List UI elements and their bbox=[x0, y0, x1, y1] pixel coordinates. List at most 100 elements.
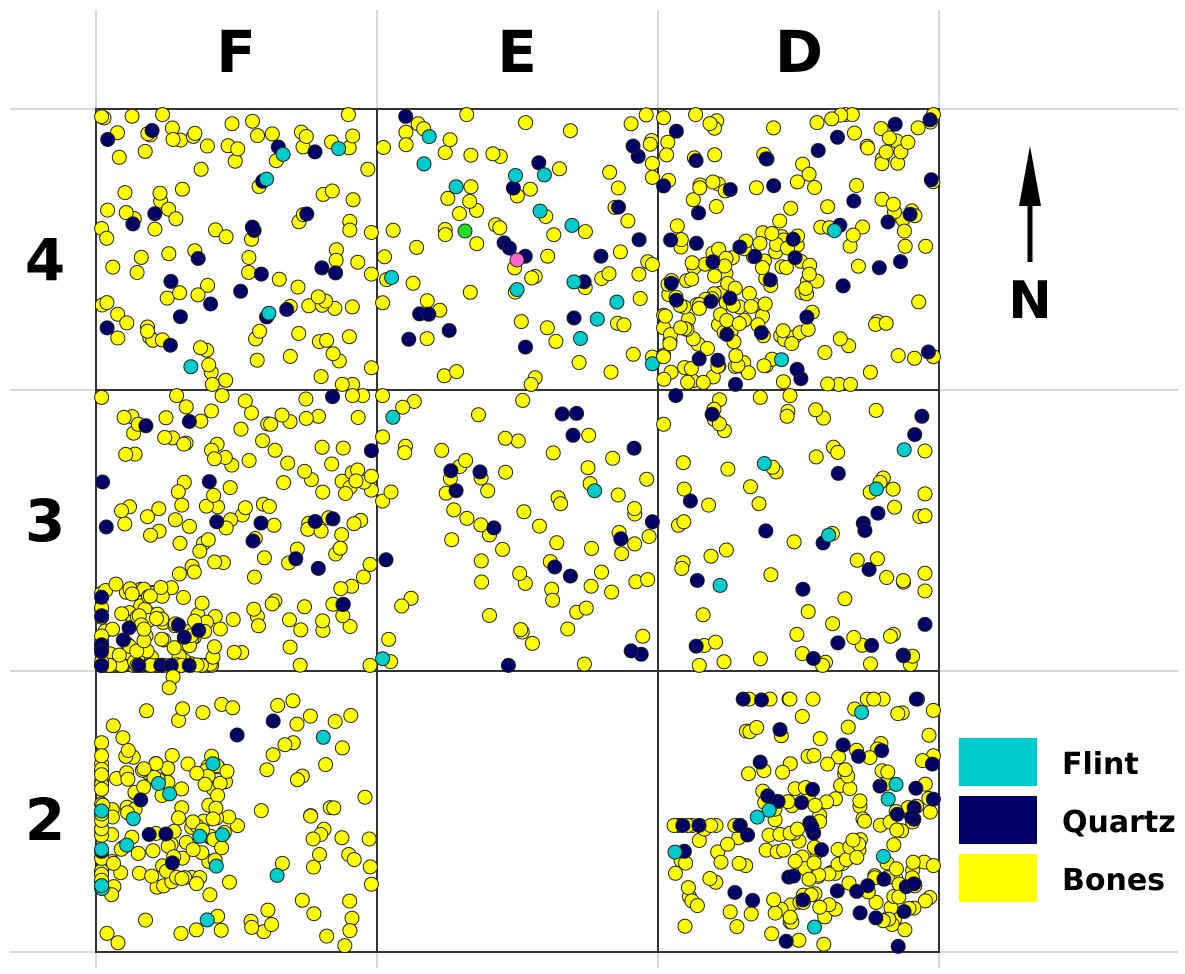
flint-find bbox=[214, 827, 230, 843]
flint-find bbox=[205, 756, 221, 772]
quartz-find bbox=[857, 523, 873, 538]
quartz-find bbox=[253, 266, 269, 282]
quartz-find bbox=[229, 727, 245, 743]
bone-find bbox=[776, 842, 792, 858]
bone-find bbox=[363, 468, 379, 484]
bone-find bbox=[462, 284, 478, 300]
bone-find bbox=[524, 635, 540, 651]
bone-find bbox=[324, 456, 340, 472]
quartz-find bbox=[799, 309, 815, 325]
quartz-find bbox=[94, 643, 110, 659]
bone-find bbox=[193, 161, 209, 177]
bone-find bbox=[440, 190, 456, 206]
bone-find bbox=[625, 346, 641, 362]
bone-find bbox=[512, 566, 528, 581]
bone-find bbox=[214, 840, 230, 856]
square-e2 bbox=[376, 670, 659, 953]
bone-find bbox=[174, 497, 190, 513]
bone-find bbox=[261, 499, 277, 514]
bone-find bbox=[673, 320, 689, 336]
bone-find bbox=[669, 218, 685, 234]
bone-find bbox=[105, 621, 120, 637]
bone-find bbox=[204, 376, 220, 392]
bone-find bbox=[395, 399, 411, 415]
bone-find bbox=[333, 581, 349, 597]
bone-find bbox=[847, 125, 862, 141]
quartz-find bbox=[814, 842, 829, 858]
bone-find bbox=[357, 789, 373, 805]
bone-find bbox=[691, 300, 707, 316]
bone-find bbox=[868, 894, 884, 910]
quartz-find bbox=[448, 483, 464, 499]
quartz-find bbox=[896, 904, 912, 920]
bone-find bbox=[708, 634, 724, 650]
bone-find bbox=[247, 569, 262, 585]
bone-find bbox=[342, 222, 358, 238]
bone-find bbox=[227, 153, 243, 169]
quartz-find bbox=[181, 657, 197, 673]
bone-find bbox=[869, 551, 885, 567]
excavation-squares bbox=[95, 108, 940, 953]
bone-find bbox=[139, 703, 155, 719]
bone-find bbox=[584, 540, 600, 556]
quartz-find bbox=[849, 883, 865, 899]
bone-find bbox=[385, 222, 401, 238]
bone-find bbox=[656, 110, 672, 126]
bone-find bbox=[225, 612, 241, 627]
bone-find bbox=[237, 393, 253, 409]
bone-find bbox=[631, 266, 647, 282]
quartz-find bbox=[719, 327, 735, 342]
bone-find bbox=[849, 552, 865, 568]
bone-find bbox=[889, 822, 905, 838]
bone-find bbox=[688, 107, 704, 123]
quartz-find bbox=[691, 351, 707, 367]
bone-find bbox=[303, 808, 319, 824]
bone-find bbox=[290, 772, 305, 788]
legend-label-quartz: Quartz bbox=[1062, 805, 1176, 840]
quartz-find bbox=[191, 622, 207, 638]
bone-find bbox=[820, 756, 836, 772]
bone-find bbox=[701, 497, 717, 513]
bone-find bbox=[784, 336, 800, 352]
bone-find bbox=[895, 573, 911, 589]
bone-find bbox=[154, 631, 170, 647]
bone-find bbox=[766, 120, 781, 136]
quartz-find bbox=[472, 464, 488, 480]
quartz-find bbox=[722, 290, 738, 306]
bone-find bbox=[302, 708, 318, 724]
bone-find bbox=[860, 140, 876, 156]
quartz-find bbox=[611, 199, 626, 215]
bone-find bbox=[233, 421, 249, 437]
bone-find bbox=[878, 315, 894, 331]
quartz-find bbox=[244, 219, 260, 235]
bone-find bbox=[752, 389, 768, 405]
bone-find bbox=[873, 121, 889, 137]
bone-find bbox=[176, 590, 191, 605]
quartz-find bbox=[299, 206, 315, 222]
quartz-find bbox=[758, 523, 774, 539]
bone-find bbox=[182, 518, 197, 534]
bone-find bbox=[684, 271, 700, 287]
quartz-find bbox=[99, 320, 115, 336]
quartz-find bbox=[722, 182, 738, 198]
square-d2 bbox=[657, 670, 940, 953]
quartz-find bbox=[176, 629, 192, 645]
quartz-find bbox=[94, 608, 110, 624]
quartz-find bbox=[307, 514, 323, 529]
bone-find bbox=[463, 179, 479, 195]
quartz-find bbox=[233, 283, 249, 299]
bone-find bbox=[282, 639, 298, 655]
bone-find bbox=[260, 902, 276, 918]
bone-find bbox=[341, 329, 357, 345]
bone-find bbox=[917, 486, 933, 502]
bone-find bbox=[251, 618, 266, 634]
bone-find bbox=[485, 146, 501, 162]
bone-find bbox=[111, 149, 127, 165]
bone-find bbox=[157, 430, 173, 445]
bone-find bbox=[910, 120, 926, 136]
bone-find bbox=[325, 346, 341, 362]
quartz-find bbox=[920, 344, 936, 360]
quartz-find bbox=[201, 474, 217, 490]
bone-find bbox=[145, 843, 161, 859]
quartz-find bbox=[125, 216, 141, 232]
